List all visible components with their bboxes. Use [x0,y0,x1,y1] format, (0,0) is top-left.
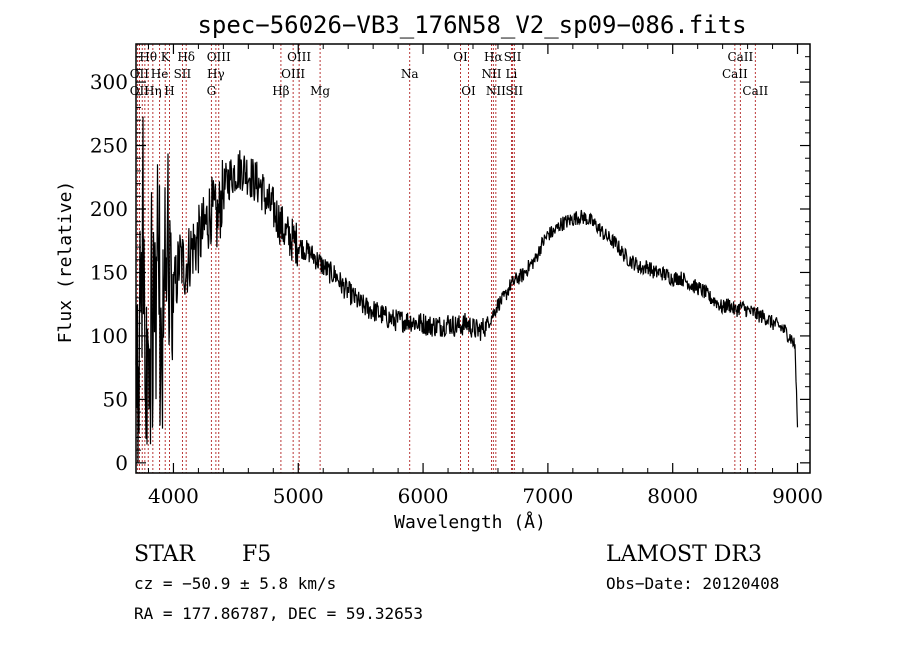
y-axis-label: Flux (relative) [55,181,76,344]
spectral-line-label: SII [505,84,523,98]
y-tick-label: 250 [90,134,128,158]
spectral-line-label: CaII [742,84,768,98]
spectral-line-label: OII [130,84,150,98]
chart-title: spec−56026−VB3_176N58_V2_sp09−086.fits [197,11,746,39]
spectral-line-label: NII [481,67,501,81]
spectral-line-label: K [161,50,171,64]
x-axis-label: Wavelength (Å) [394,511,546,533]
spectral-line-label: CaII [722,67,748,81]
spectral-line-label: He [151,67,169,81]
spectral-line-label: SII [174,67,192,81]
x-tick-label: 6000 [398,484,449,508]
spectral-line-label: OIII [287,50,311,64]
x-tick-label: 8000 [647,484,698,508]
object-class: STAR [134,542,196,567]
spectral-line-label: CaII [727,50,753,64]
spectral-line-label: Hη [144,84,162,98]
y-tick-label: 300 [90,70,128,94]
spectral-line-label: Hδ [177,50,195,64]
y-tick-label: 0 [115,451,128,475]
spectral-line-label: Hθ [139,50,157,64]
plot-frame [135,43,811,474]
redshift-readout: cz = −50.9 ± 5.8 km/s [134,574,336,593]
coordinates-readout: RA = 177.86787, DEC = 59.32653 [134,604,423,623]
x-tick-label: 4000 [148,484,199,508]
x-tick-label: 7000 [522,484,573,508]
spectral-line-label: OI [461,84,476,98]
spectral-line-markers [136,44,756,473]
observation-date: Obs−Date: 20120408 [606,574,779,593]
y-tick-label: 150 [90,260,128,284]
spectral-line-label: NII [486,84,506,98]
spectral-line-label: OIII [281,67,305,81]
spectral-line-label: G [207,84,217,98]
survey-name: LAMOST DR3 [606,542,762,567]
spectral-line-label: OII [130,67,150,81]
spectral-line-label: Hβ [272,84,289,98]
spectral-line-label: SII [504,50,522,64]
spectral-line-label: H [164,84,174,98]
spectral-line-label: Li [506,67,518,81]
y-tick-label: 50 [103,387,128,411]
spectral-line-label: OI [453,50,468,64]
spectral-line-label: Na [401,67,419,81]
x-tick-label: 9000 [772,484,823,508]
spectral-line-label: Hα [484,50,503,64]
spectral-line-label: Hγ [207,67,225,81]
y-tick-label: 200 [90,197,128,221]
spectrum-line [135,116,799,463]
x-tick-label: 5000 [273,484,324,508]
y-tick-label: 100 [90,324,128,348]
object-subclass: F5 [242,542,271,567]
axis-ticks: 4000 5000 6000 7000 8000 9000 0 50 100 150 200 250 3… [90,44,823,508]
spectral-line-label: Mg [310,84,330,98]
spectral-line-label: OIII [207,50,231,64]
